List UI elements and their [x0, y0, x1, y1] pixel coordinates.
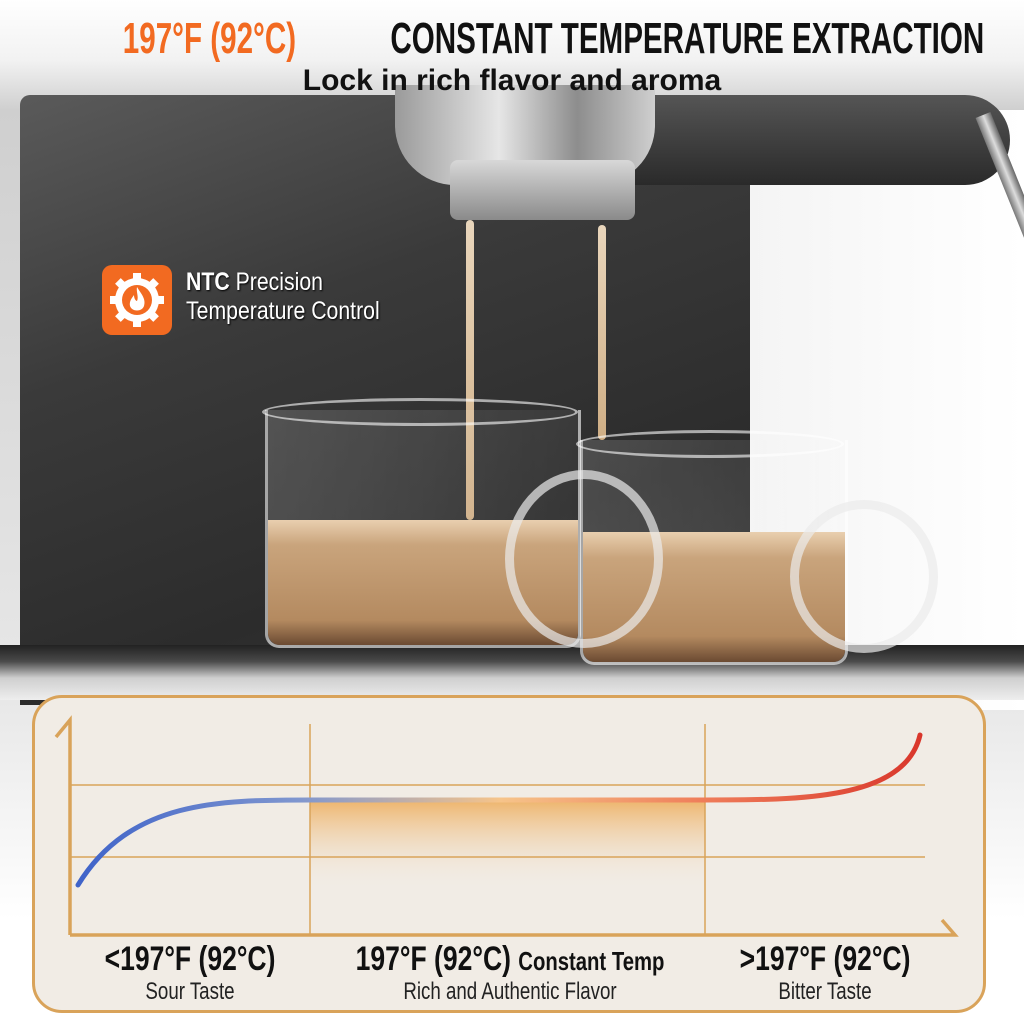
zone-low-taste: Sour Taste [145, 978, 235, 1005]
x-axis [70, 918, 959, 937]
zone-low-temp: <197°F (92°C) [104, 940, 276, 978]
zone-constant-temp: 197°F (92°C) Constant Temp [346, 940, 674, 979]
temperature-curve [75, 732, 923, 888]
cup-rim [576, 430, 844, 458]
optimal-zone-band [310, 800, 705, 890]
y-axis [54, 715, 72, 935]
zone-constant-label: Constant Temp [518, 946, 665, 976]
cup-handle [505, 470, 663, 648]
dual-spout [450, 160, 635, 220]
coffee-stream [598, 225, 606, 440]
headline: 197°F (92°C) CONSTANT TEMPERATURE EXTRAC… [0, 14, 1024, 64]
machine-head [590, 95, 1010, 185]
drip-tray [0, 645, 1024, 700]
feature-title: Precision [235, 268, 323, 296]
headline-temperature: 197°F (92°C) [122, 14, 297, 63]
cup-handle [790, 500, 938, 653]
zone-high-temp: >197°F (92°C) [739, 940, 911, 978]
feature-subtitle: Temperature Control [186, 297, 380, 325]
cup-rim [262, 398, 578, 426]
gear-flame-icon [102, 265, 172, 335]
zone-constant-temp-value: 197°F (92°C) [355, 940, 511, 978]
feature-label: NTC Precision Temperature Control [186, 268, 380, 326]
zone-high-taste: Bitter Taste [778, 978, 872, 1005]
zone-constant-taste: Rich and Authentic Flavor [403, 978, 617, 1005]
coffee-stream [466, 220, 474, 520]
headline-text: CONSTANT TEMPERATURE EXTRACTION [390, 14, 985, 63]
subtitle: Lock in rich flavor and aroma [302, 64, 722, 97]
feature-title-bold: NTC [186, 268, 230, 296]
